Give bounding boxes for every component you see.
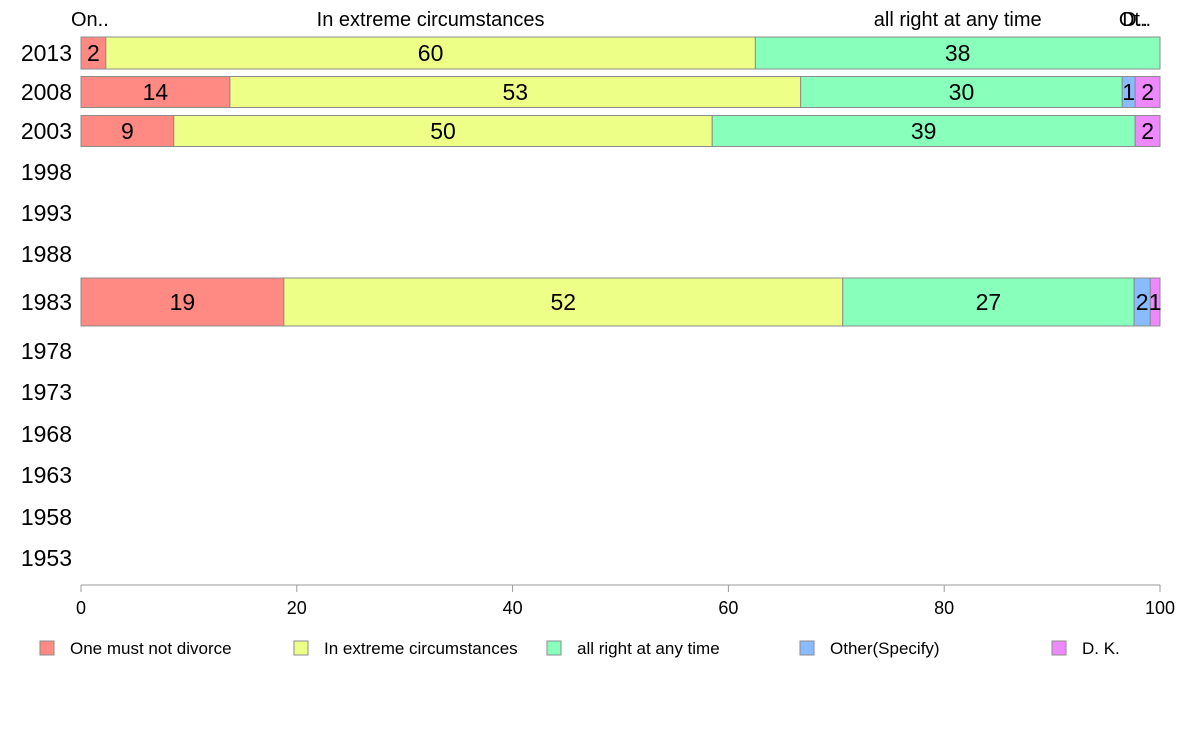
bar-value-label: 2 [1141,118,1154,144]
year-label: 1983 [21,289,72,315]
top-category-label: In extreme circumstances [317,9,545,31]
bar-value-label: 30 [949,79,975,105]
bar-segment [754,36,1161,70]
x-tick-label: 40 [503,598,523,618]
top-category-label: all right at any time [874,9,1042,31]
legend-swatch [1051,640,1067,656]
bar-value-label: 50 [430,118,456,144]
bar-value-label: 39 [911,118,937,144]
legend-label: One must not divorce [70,639,232,658]
legend-swatch [799,640,815,656]
x-tick-label: 60 [718,598,738,618]
legend-label: all right at any time [577,639,720,658]
legend-swatch [39,640,55,656]
x-tick-label: 100 [1145,598,1175,618]
bar-value-label: 60 [418,40,444,66]
bar-value-label: 52 [551,289,577,315]
bar-value-label: 53 [503,79,529,105]
bar-segment [800,76,1123,108]
bar-value-label: 2 [87,40,100,66]
bar-segment [842,277,1135,327]
x-tick-label: 20 [287,598,307,618]
bar-value-label: 14 [143,79,169,105]
bar-value-label: 38 [945,40,971,66]
legend-label: In extreme circumstances [324,639,518,658]
bar-value-label: 27 [976,289,1002,315]
year-label: 2003 [21,118,72,144]
year-label: 2008 [21,79,72,105]
bar-value-label: 1 [1149,289,1162,315]
year-label: 1958 [21,504,72,530]
top-category-label: Ot.. [1119,9,1151,31]
year-label: 2013 [21,40,72,66]
bar-segment [1134,115,1161,147]
bar-value-label: 1 [1122,79,1135,105]
bar-value-label: 2 [1141,79,1154,105]
year-label: 1973 [21,379,72,405]
x-tick-label: 80 [934,598,954,618]
bar-segment [711,115,1136,147]
year-label: 1968 [21,421,72,447]
legend-swatch [546,640,562,656]
x-tick-label: 0 [76,598,86,618]
year-label: 1978 [21,338,72,364]
bar-segment [105,36,756,70]
bar-value-label: 19 [170,289,196,315]
top-category-label: D.. [1122,9,1148,31]
top-category-label: On.. [71,9,109,31]
legend-label: D. K. [1082,639,1120,658]
legend-label: Other(Specify) [830,639,940,658]
year-label: 1993 [21,200,72,226]
bar-segment [80,115,175,147]
year-label: 1988 [21,241,72,267]
year-label: 1998 [21,159,72,185]
bar-value-label: 9 [121,118,134,144]
legend-swatch [293,640,309,656]
bar-segment [173,115,713,147]
bar-segment [1134,76,1161,108]
year-label: 1963 [21,462,72,488]
year-label: 1953 [21,545,72,571]
bar-value-label: 2 [1136,289,1149,315]
bar-segment [229,76,802,108]
bar-segment [1149,277,1161,327]
bar-segment [80,277,285,327]
